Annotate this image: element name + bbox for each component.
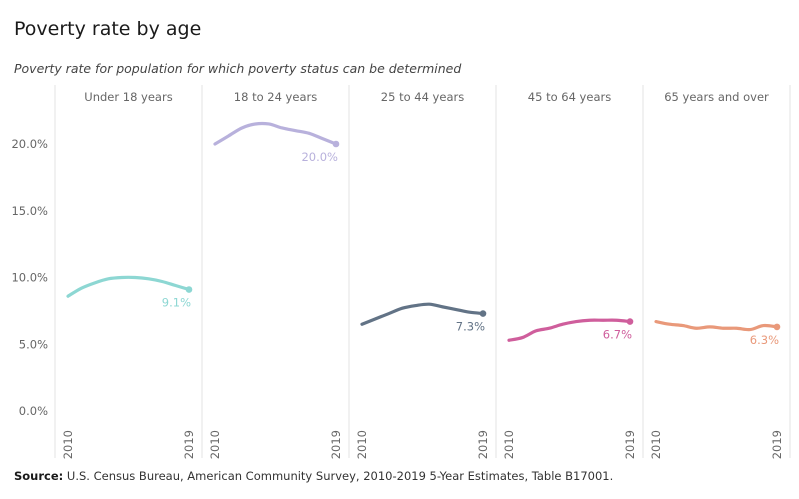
chart-subtitle: Poverty rate for population for which po… [14,61,462,76]
data-label: 20.0% [301,150,338,164]
x-tick-label: 2010 [502,430,516,459]
series-line [213,121,338,146]
y-axis: 0.0% 5.0% 10.0% 15.0% 20.0% [11,137,48,418]
x-tick-label: 2019 [476,430,490,459]
x-tick-label: 2010 [61,430,75,459]
panel: 65 years and over 6.3% 2010 2019 [649,90,784,459]
source-label: Source: [14,469,64,483]
x-tick-label: 2010 [208,430,222,459]
x-tick-label: 2019 [329,430,343,459]
y-tick-label: 10.0% [11,271,48,285]
panel-dividers [54,85,791,458]
data-label: 6.7% [603,328,632,342]
series-end-point [479,310,487,317]
panel: Under 18 years 9.1% 2010 2019 [61,90,196,459]
y-tick-label: 20.0% [11,137,48,151]
y-tick-label: 0.0% [19,404,48,418]
panel-label: 25 to 44 years [381,90,464,104]
x-tick-label: 2019 [182,430,196,459]
y-tick-label: 15.0% [11,204,48,218]
y-tick-label: 5.0% [19,337,48,351]
series-line [360,302,485,326]
series-end-point [626,318,634,325]
series-line [66,275,191,298]
series-line [654,319,779,332]
panel: 18 to 24 years 20.0% 2010 2019 [208,90,343,459]
series-end-point [185,286,193,293]
x-tick-label: 2019 [623,430,637,459]
chart-title: Poverty rate by age [14,18,202,40]
data-label: 9.1% [162,296,191,310]
x-tick-label: 2010 [355,430,369,459]
series-line [507,318,632,342]
panel-label: 65 years and over [664,90,769,104]
panel: 25 to 44 years 7.3% 2010 2019 [355,90,490,459]
source-text: U.S. Census Bureau, American Community S… [63,469,614,483]
source-note: Source: U.S. Census Bureau, American Com… [14,469,613,483]
series-end-point [332,140,340,148]
panel: 45 to 64 years 6.7% 2010 2019 [502,90,637,459]
panel-label: Under 18 years [84,90,172,104]
x-tick-label: 2010 [649,430,663,459]
panel-label: 45 to 64 years [528,90,611,104]
x-tick-label: 2019 [770,430,784,459]
data-label: 7.3% [456,320,485,334]
panel-label: 18 to 24 years [234,90,317,104]
data-label: 6.3% [750,333,779,347]
series-end-point [773,323,781,331]
